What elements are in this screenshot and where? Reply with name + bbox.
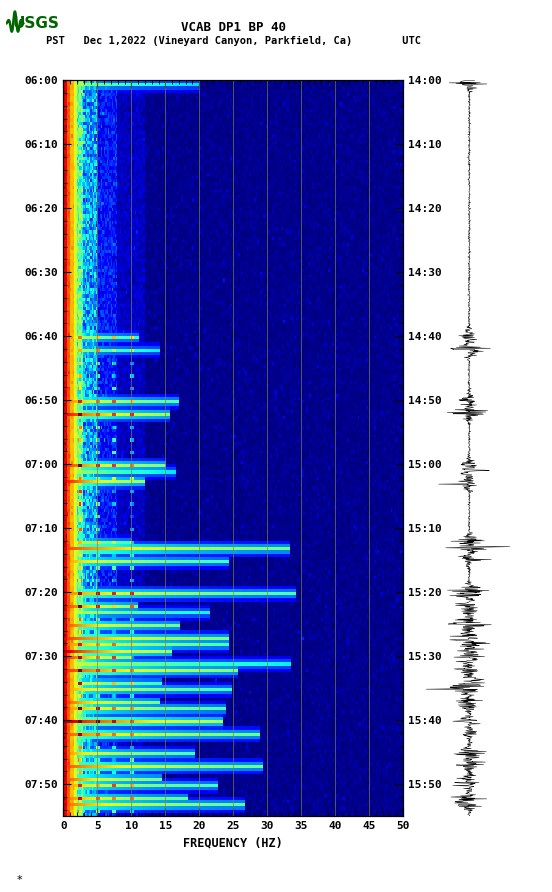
Text: *: * bbox=[17, 875, 22, 885]
Text: USGS: USGS bbox=[13, 16, 59, 30]
X-axis label: FREQUENCY (HZ): FREQUENCY (HZ) bbox=[183, 837, 283, 849]
Text: VCAB DP1 BP 40: VCAB DP1 BP 40 bbox=[181, 21, 286, 34]
Text: PST   Dec 1,2022 (Vineyard Canyon, Parkfield, Ca)        UTC: PST Dec 1,2022 (Vineyard Canyon, Parkfie… bbox=[46, 37, 421, 46]
